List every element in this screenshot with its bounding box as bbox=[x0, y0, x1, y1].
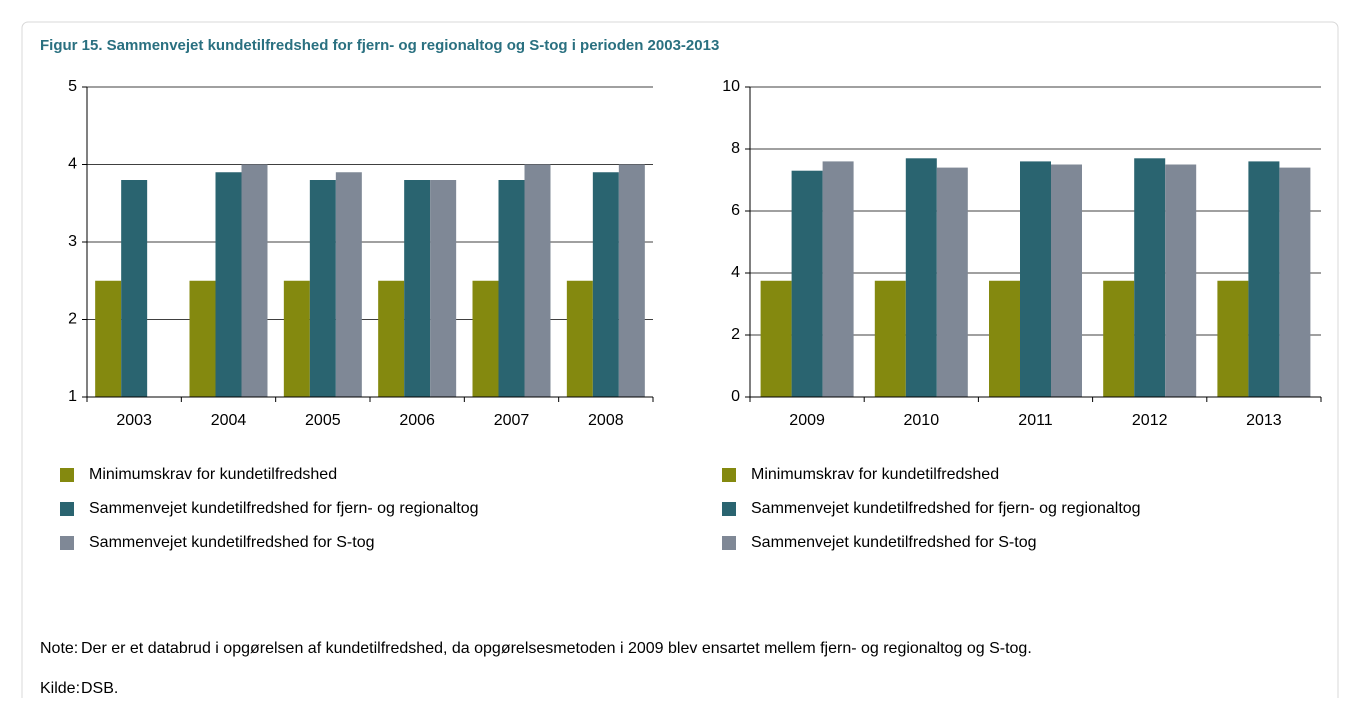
legend-swatch bbox=[60, 536, 74, 550]
bar bbox=[524, 164, 551, 397]
y-tick-label: 3 bbox=[68, 233, 77, 250]
legend-swatch bbox=[722, 502, 736, 516]
bar bbox=[936, 167, 968, 397]
bar bbox=[1051, 164, 1082, 397]
y-tick-label: 0 bbox=[731, 388, 740, 405]
legend-label: Sammenvejet kundetilfredshed for fjern- … bbox=[751, 500, 1141, 517]
bar bbox=[905, 158, 937, 397]
bar bbox=[241, 164, 268, 397]
bar bbox=[498, 180, 525, 397]
bar bbox=[335, 172, 362, 397]
x-tick-label: 2008 bbox=[588, 412, 624, 429]
bar bbox=[566, 280, 593, 397]
bar bbox=[378, 280, 405, 397]
bar bbox=[1103, 280, 1135, 397]
figure-border bbox=[21, 21, 1339, 698]
legend-label: Sammenvejet kundetilfredshed for S-tog bbox=[89, 534, 374, 551]
bar bbox=[618, 164, 645, 397]
legend-label: Minimumskrav for kundetilfredshed bbox=[89, 466, 337, 483]
bar bbox=[189, 280, 216, 397]
y-tick-label: 8 bbox=[731, 140, 740, 157]
bar bbox=[592, 172, 619, 397]
y-tick-label: 4 bbox=[731, 264, 740, 281]
legend-swatch bbox=[60, 468, 74, 482]
bar bbox=[95, 280, 122, 397]
bar bbox=[430, 180, 457, 397]
bar bbox=[791, 170, 823, 397]
x-tick-label: 2009 bbox=[789, 412, 825, 429]
x-tick-label: 2003 bbox=[116, 412, 152, 429]
bar bbox=[989, 280, 1020, 397]
x-tick-label: 2011 bbox=[1018, 412, 1053, 429]
legend-label: Minimumskrav for kundetilfredshed bbox=[751, 466, 999, 483]
x-tick-label: 2007 bbox=[494, 412, 530, 429]
legend-label: Sammenvejet kundetilfredshed for S-tog bbox=[751, 534, 1036, 551]
note-label: Note: bbox=[40, 640, 79, 657]
bar bbox=[309, 180, 336, 397]
legend-swatch bbox=[60, 502, 74, 516]
y-tick-label: 10 bbox=[722, 78, 740, 95]
y-tick-label: 4 bbox=[68, 156, 77, 173]
y-tick-label: 5 bbox=[68, 78, 77, 95]
bar bbox=[1248, 161, 1280, 397]
x-tick-label: 2004 bbox=[211, 412, 247, 429]
bar bbox=[404, 180, 431, 397]
bar bbox=[283, 280, 310, 397]
x-tick-label: 2010 bbox=[904, 412, 940, 429]
bar bbox=[874, 280, 906, 397]
x-tick-label: 2006 bbox=[399, 412, 435, 429]
x-tick-label: 2013 bbox=[1246, 412, 1282, 429]
source: DSB. bbox=[81, 680, 119, 697]
source-label: Kilde: bbox=[40, 680, 81, 697]
y-tick-label: 2 bbox=[731, 326, 740, 343]
legend-swatch bbox=[722, 536, 736, 550]
figure-title: Figur 15. Sammenvejet kundetilfredshed f… bbox=[40, 37, 719, 54]
x-tick-label: 2005 bbox=[305, 412, 341, 429]
note: Der er et databrud i opgørelsen af kunde… bbox=[81, 640, 1032, 657]
y-tick-label: 1 bbox=[68, 388, 77, 405]
bar bbox=[1134, 158, 1166, 397]
bar bbox=[822, 161, 854, 397]
bar bbox=[760, 280, 792, 397]
x-tick-label: 2012 bbox=[1132, 412, 1168, 429]
bar bbox=[121, 180, 148, 397]
bar bbox=[1279, 167, 1311, 397]
y-tick-label: 2 bbox=[68, 311, 77, 328]
y-tick-label: 6 bbox=[731, 202, 740, 219]
legend-swatch bbox=[722, 468, 736, 482]
bar bbox=[1217, 280, 1249, 397]
bar bbox=[215, 172, 242, 397]
bar bbox=[1165, 164, 1197, 397]
bar bbox=[472, 280, 499, 397]
legend-label: Sammenvejet kundetilfredshed for fjern- … bbox=[89, 500, 479, 517]
bar bbox=[1020, 161, 1051, 397]
